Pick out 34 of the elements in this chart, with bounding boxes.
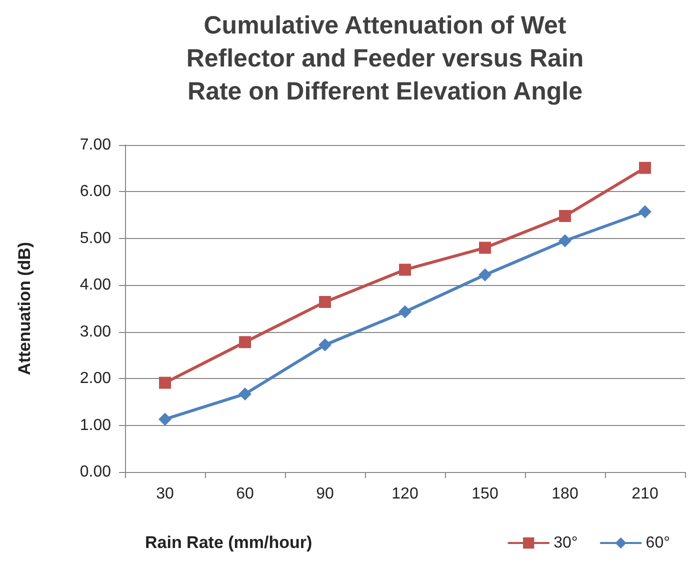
point — [558, 234, 572, 248]
x-tick-label: 150 — [472, 486, 498, 502]
point — [319, 296, 331, 308]
point — [239, 336, 251, 348]
y-axis-title: Attenuation (dB) — [15, 242, 34, 376]
point — [398, 305, 412, 318]
point — [638, 205, 652, 218]
point — [238, 387, 252, 400]
y-tick-label: 2.00 — [80, 370, 112, 388]
x-tick-label: 180 — [552, 486, 578, 502]
x-tick-label: 120 — [392, 486, 418, 502]
x-tick-label: 90 — [316, 486, 334, 502]
y-tick-label: 5.00 — [80, 230, 112, 247]
y-tick-label: 3.00 — [80, 323, 112, 340]
y-tick-label: 0.00 — [80, 464, 112, 480]
x-tick-label: 60 — [236, 486, 254, 502]
point — [479, 242, 491, 254]
y-tick-label: 6.00 — [80, 183, 112, 200]
point — [639, 162, 651, 174]
x-tick-label: 30 — [156, 486, 174, 502]
legend-label: 30° — [554, 534, 578, 552]
y-tick-label: 7.00 — [80, 136, 112, 154]
point — [159, 376, 171, 389]
chart-title: Cumulative Attenuation of Wet Reflector and Feeder versus Rain Rate on Different Elevation Angle — [186, 12, 584, 106]
y-tick-label: 4.00 — [80, 276, 112, 294]
point — [318, 338, 332, 352]
legend-label: 60° — [646, 534, 670, 552]
x-axis-title: Rain Rate (mm/hour) — [145, 533, 312, 552]
point — [158, 412, 172, 426]
point — [478, 268, 492, 282]
x-tick-label: 210 — [632, 486, 658, 502]
point — [559, 210, 571, 222]
y-tick-label: 1.00 — [80, 416, 112, 434]
point — [399, 264, 411, 276]
